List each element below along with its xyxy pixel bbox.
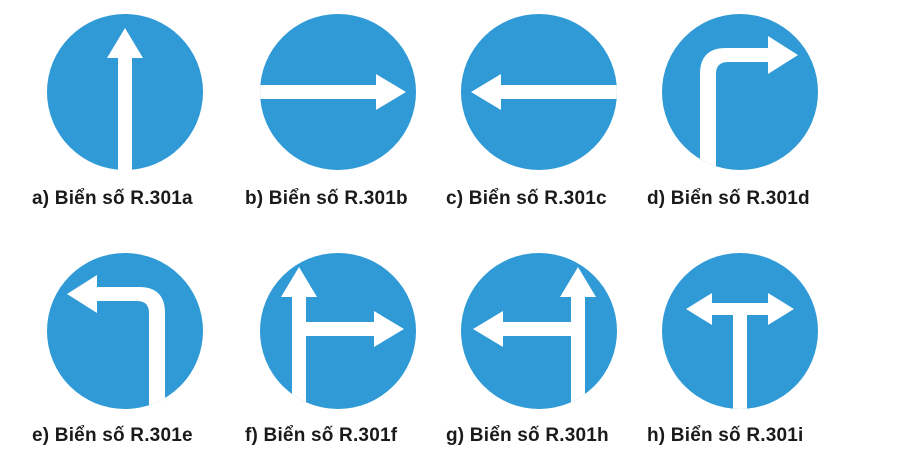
caption-r301a: a) Biển số R.301a	[32, 188, 193, 209]
caption-r301i: h) Biển số R.301i	[647, 425, 804, 446]
sign-r301e	[45, 251, 205, 411]
sign-r301a	[45, 12, 205, 172]
sign-r301b	[258, 12, 418, 172]
arrow-left-or-right-icon	[662, 253, 818, 409]
caption-r301h: g) Biển số R.301h	[446, 425, 609, 446]
arrow-right-icon	[260, 14, 416, 170]
sign-r301i	[660, 251, 820, 411]
arrow-straight-or-right-icon	[260, 253, 416, 409]
caption-r301b: b) Biển số R.301b	[245, 188, 408, 209]
arrow-turn-left-icon	[47, 253, 203, 409]
sign-r301h	[459, 251, 619, 411]
caption-r301f: f) Biển số R.301f	[245, 425, 398, 446]
arrow-straight-ahead-icon	[47, 14, 203, 170]
caption-r301e: e) Biển số R.301e	[32, 425, 193, 446]
sign-r301f	[258, 251, 418, 411]
arrow-straight-or-left-icon	[461, 253, 617, 409]
sign-r301c	[459, 12, 619, 172]
arrow-left-icon	[461, 14, 617, 170]
caption-r301c: c) Biển số R.301c	[446, 188, 607, 209]
caption-r301d: d) Biển số R.301d	[647, 188, 810, 209]
sign-r301d	[660, 12, 820, 172]
arrow-turn-right-icon	[662, 14, 818, 170]
